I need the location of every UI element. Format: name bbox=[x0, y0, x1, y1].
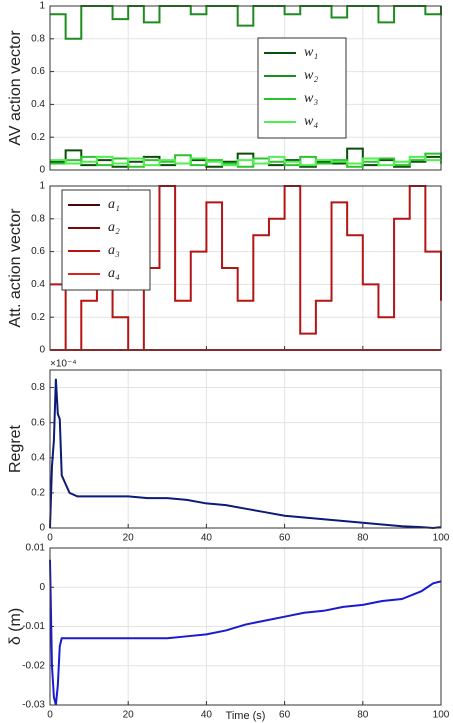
y-tick-label: 0.4 bbox=[31, 452, 45, 463]
y-tick-label: 0.2 bbox=[31, 312, 45, 323]
y-tick-label: 0.6 bbox=[31, 417, 45, 428]
legend-label: w₂ bbox=[304, 68, 318, 83]
legend-label: a₄ bbox=[108, 266, 120, 281]
y-tick-label: 1 bbox=[39, 181, 45, 192]
plot-frame bbox=[49, 369, 442, 529]
x-tick-label: 40 bbox=[201, 710, 213, 721]
legend-label: a₃ bbox=[108, 243, 120, 258]
legend-label: a₁ bbox=[108, 197, 120, 212]
y-tick-label: 0.2 bbox=[31, 132, 45, 143]
x-tick-label: 60 bbox=[279, 533, 291, 544]
x-tick-label: 100 bbox=[433, 533, 450, 544]
y-tick-label: 0 bbox=[39, 582, 45, 593]
x-tick-label: 0 bbox=[47, 533, 53, 544]
plot-area bbox=[50, 6, 441, 170]
legend-label: w₁ bbox=[304, 45, 318, 60]
y-tick-label: -0.01 bbox=[22, 621, 45, 632]
legend-label: w₃ bbox=[304, 91, 318, 106]
y-tick-label: 0 bbox=[39, 165, 45, 176]
legend-label: a₂ bbox=[108, 220, 120, 235]
plot-frame bbox=[49, 185, 442, 351]
y-axis-label: δ (m) bbox=[7, 608, 24, 645]
x-axis-label: Time (s) bbox=[226, 710, 266, 722]
y-tick-label: 0.6 bbox=[31, 66, 45, 77]
y-axis-label: Regret bbox=[7, 424, 24, 473]
y-tick-label: 0 bbox=[39, 523, 45, 534]
y-tick-label: 0.6 bbox=[31, 246, 45, 257]
plot-area bbox=[50, 370, 441, 528]
x-tick-label: 20 bbox=[123, 533, 135, 544]
x-tick-label: 40 bbox=[201, 533, 213, 544]
legend: a₁ a₂ a₃ a₄ bbox=[61, 189, 151, 291]
y-tick-label: 0.2 bbox=[31, 488, 45, 499]
data-line bbox=[49, 378, 442, 530]
x-tick-label: 80 bbox=[357, 533, 369, 544]
y-tick-label: 1 bbox=[39, 1, 45, 12]
x-tick-label: 20 bbox=[123, 710, 135, 721]
x-tick-label: 100 bbox=[433, 710, 450, 721]
legend-label: w₄ bbox=[304, 114, 318, 129]
y-tick-label: 0.4 bbox=[31, 99, 45, 110]
y-tick-label: 0 bbox=[39, 345, 45, 356]
y-tick-label: 0.8 bbox=[31, 33, 45, 44]
y-tick-label: 0.8 bbox=[31, 213, 45, 224]
plot-frame bbox=[49, 547, 442, 706]
y-tick-label: -0.03 bbox=[22, 700, 45, 711]
data-line bbox=[49, 559, 442, 706]
data-line bbox=[50, 155, 442, 167]
y-axis-label: AV action vector bbox=[7, 30, 24, 146]
x-tick-label: 60 bbox=[279, 710, 291, 721]
y-tick-label: -0.02 bbox=[22, 660, 45, 671]
y-tick-label: 0.01 bbox=[26, 543, 46, 554]
y-axis-label: Att. action vector bbox=[7, 208, 24, 328]
plot-frame bbox=[49, 5, 442, 171]
y-tick-label: 0.4 bbox=[31, 279, 45, 290]
data-line bbox=[50, 5, 442, 40]
data-line bbox=[50, 185, 442, 351]
y-tick-label: 0.8 bbox=[31, 382, 45, 393]
y-multiplier: ×10⁻⁴ bbox=[50, 359, 77, 370]
x-tick-label: 0 bbox=[47, 710, 53, 721]
legend: w₁ w₂ w₃ w₄ bbox=[257, 37, 347, 139]
x-tick-label: 80 bbox=[357, 710, 369, 721]
